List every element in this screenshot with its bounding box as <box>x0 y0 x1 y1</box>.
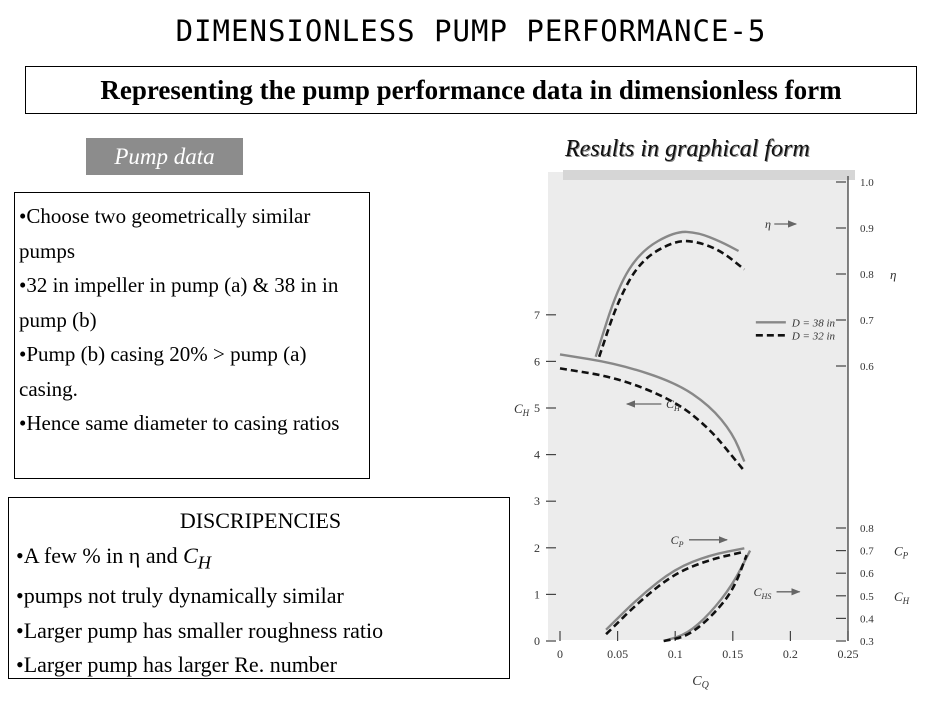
chs-annotation: CHS <box>754 585 772 601</box>
discrepancy-4: •Larger pump has larger Re. number <box>16 652 337 678</box>
eta-tick-label: 0.7 <box>860 315 874 327</box>
x-tick-label: 0.25 <box>838 647 859 661</box>
x-tick-label: 0.2 <box>783 647 798 661</box>
cp-tick-label: 0.4 <box>860 613 874 625</box>
discrepancies-box: DISCRIPENCIES •A few % in η and CH •pump… <box>8 497 510 679</box>
series-c_hs-d32 <box>663 554 748 643</box>
eta-tick-label: 0.9 <box>860 223 874 235</box>
eta-annotation: η <box>765 217 771 231</box>
x-tick-label: 0.15 <box>722 647 743 661</box>
x-tick-label: 0 <box>557 647 563 661</box>
ch-subscript: H <box>197 551 212 572</box>
x-tick-label: 0.05 <box>607 647 628 661</box>
series-c_p-d38 <box>605 547 745 631</box>
results-label: Results in graphical form <box>565 136 810 162</box>
eta-axis-label: η <box>890 267 896 282</box>
eta-tick-label: 0.8 <box>860 269 874 281</box>
series-eta-d32 <box>597 239 746 358</box>
left-tick-label: 4 <box>534 448 540 462</box>
discrepancies-heading: DISCRIPENCIES <box>179 508 342 533</box>
x-tick-label: 0.1 <box>668 647 683 661</box>
plot-top-band <box>563 170 855 180</box>
bullet-1: •Choose two geometrically similar pumps <box>19 204 311 263</box>
ch-symbol: C <box>183 542 198 568</box>
bullet-3: •Pump (b) casing 20% > pump (a) casing. <box>19 342 307 401</box>
series-eta-d38 <box>594 230 740 358</box>
eta-symbol: η <box>128 542 141 568</box>
cp-annotation: CP <box>671 533 684 549</box>
discrepancy-1-prefix: •A few % in <box>16 542 129 568</box>
plot-background <box>548 172 848 640</box>
cp-tick-label: 0.6 <box>860 568 874 580</box>
performance-chart-svg: 0 0.05 0.1 0.15 0.2 0.25 CQ 0 1 2 3 4 5 6 7 CH 0.6 0.7 0.8… <box>514 170 910 691</box>
cp-tick-label: 0.5 <box>860 591 874 603</box>
slide-title: DIMENSIONLESS PUMP PERFORMANCE-5 <box>175 14 767 48</box>
left-tick-label: 0 <box>534 634 540 648</box>
pump-data-label: Pump data <box>86 138 243 175</box>
series-c_p-d32 <box>605 550 745 636</box>
pump-data-box: •Choose two geometrically similar pumps … <box>14 192 370 479</box>
discrepancy-1-mid: and <box>140 542 184 568</box>
bullet-2: •32 in impeller in pump (a) & 38 in in p… <box>19 273 339 332</box>
x-axis-label: CQ <box>692 674 709 691</box>
legend-label-38: D = 38 in <box>791 317 836 329</box>
legend-label-32: D = 32 in <box>791 330 836 342</box>
left-tick-label: 3 <box>534 494 540 508</box>
ch-annotation: CH <box>666 397 681 413</box>
eta-tick-label: 0.6 <box>860 361 874 373</box>
slide-subtitle: Representing the pump performance data i… <box>25 66 917 114</box>
discrepancy-2: •pumps not truly dynamically similar <box>16 583 344 609</box>
series-c_h-d38 <box>559 353 746 463</box>
ch-right-axis-label: CH <box>894 589 910 606</box>
discrepancy-3: •Larger pump has smaller roughness ratio <box>16 617 384 643</box>
left-tick-label: 7 <box>534 308 540 322</box>
performance-chart: 0 0.05 0.1 0.15 0.2 0.25 CQ 0 1 2 3 4 5 6 7 CH 0.6 0.7 0.8… <box>508 168 923 708</box>
cp-tick-label: 0.3 <box>860 636 874 648</box>
bullet-4: •Hence same diameter to casing ratios <box>19 411 340 435</box>
left-tick-label: 5 <box>534 401 540 415</box>
discrepancy-1: •A few % in η and CH <box>16 539 505 580</box>
left-tick-label: 2 <box>534 541 540 555</box>
left-axis-label: CH <box>514 401 530 418</box>
cp-tick-label: 0.7 <box>860 546 874 558</box>
left-tick-label: 6 <box>534 354 540 368</box>
left-tick-label: 1 <box>534 587 540 601</box>
series-c_h-d32 <box>559 367 746 472</box>
cp-tick-label: 0.8 <box>860 523 874 535</box>
eta-tick-label: 1.0 <box>860 177 874 189</box>
cp-axis-label: CP <box>894 544 909 561</box>
